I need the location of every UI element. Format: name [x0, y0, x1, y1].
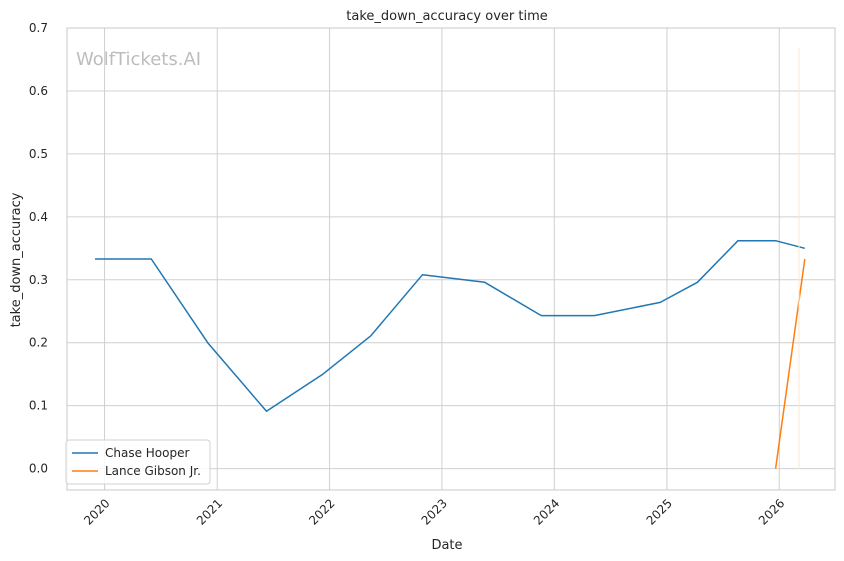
- plot-background: [67, 28, 835, 490]
- series-line-chase-hooper: [95, 239, 805, 413]
- x-tick-label: 2025: [644, 496, 675, 527]
- series-lines: [95, 239, 806, 469]
- y-axis-label: take_down_accuracy: [9, 192, 24, 327]
- x-tick-labels: 2020 2021 2022 2023 2024 2025 2026: [81, 496, 787, 527]
- y-tick-label: 0.6: [29, 84, 48, 98]
- chart-title: take_down_accuracy over time: [346, 9, 547, 24]
- series-line-lance-gibson-jr: [774, 258, 806, 469]
- plot-frame: [66, 27, 836, 491]
- y-tick-label: 0.3: [29, 273, 48, 287]
- x-tick-label: 2020: [81, 496, 112, 527]
- x-tick-label: 2026: [756, 496, 787, 527]
- legend: Chase Hooper Lance Gibson Jr.: [65, 439, 211, 485]
- y-tick-label: 0.4: [29, 210, 48, 224]
- y-tick-label: 0.0: [29, 462, 48, 476]
- y-tick-label: 0.5: [29, 147, 48, 161]
- legend-label-chase-hooper: Chase Hooper: [105, 446, 189, 460]
- y-tick-labels: 0.0 0.1 0.2 0.3 0.4 0.5 0.6 0.7: [29, 21, 48, 476]
- x-tick-label: 2021: [194, 496, 225, 527]
- y-tick-label: 0.7: [29, 21, 48, 35]
- watermark: WolfTickets.AI: [76, 49, 201, 70]
- x-axis-label: Date: [431, 538, 462, 553]
- x-tick-label: 2024: [531, 496, 562, 527]
- x-tick-label: 2022: [306, 496, 337, 527]
- x-tick-label: 2023: [419, 496, 450, 527]
- legend-box: [65, 439, 211, 485]
- y-tick-label: 0.1: [29, 399, 48, 413]
- y-tick-label: 0.2: [29, 336, 48, 350]
- legend-label-lance-gibson-jr: Lance Gibson Jr.: [105, 464, 201, 478]
